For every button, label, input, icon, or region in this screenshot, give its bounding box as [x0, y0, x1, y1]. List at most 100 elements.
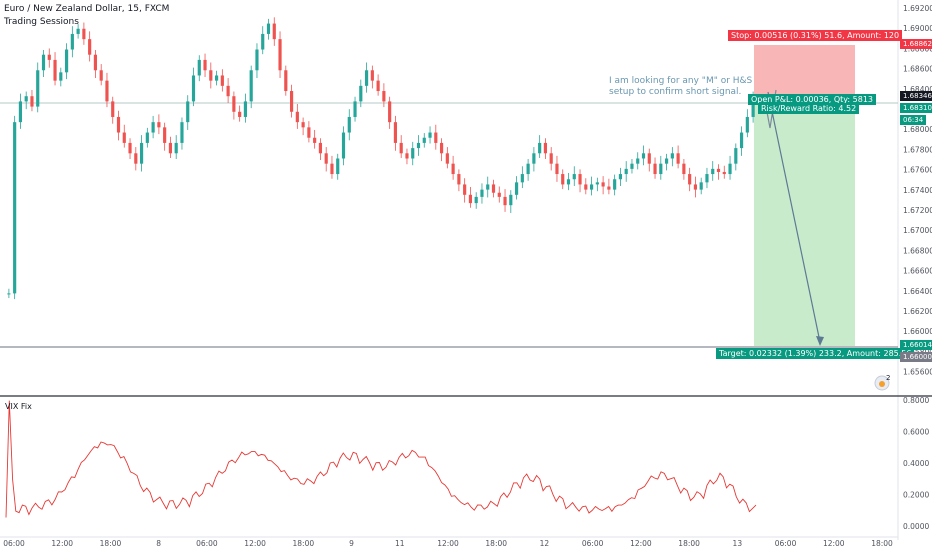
candle-body — [520, 174, 524, 183]
alert-badge-count: 2 — [886, 374, 890, 382]
candle-body — [578, 174, 582, 185]
candle-body — [566, 179, 571, 185]
pnl-label[interactable]: Open P&L: 0.00036, Qty: 5813 — [748, 94, 877, 105]
candles-group — [7, 17, 755, 300]
candle-body — [457, 174, 461, 185]
candle-body — [503, 196, 507, 206]
candle-body — [186, 101, 190, 123]
indicator-name[interactable]: Trading Sessions — [4, 17, 79, 27]
candle-body — [341, 132, 346, 159]
candle-body — [105, 80, 109, 102]
candle-body — [163, 127, 167, 143]
candle-body — [555, 163, 559, 175]
candle-body — [238, 111, 242, 117]
candle-body — [526, 163, 530, 175]
candle-body — [480, 189, 484, 197]
price-tick-label: 1.66000 — [903, 327, 932, 336]
time-tick-label: 18:00 — [871, 539, 893, 548]
candle-body — [641, 153, 646, 159]
projection-arrow-line[interactable] — [767, 91, 821, 343]
candle-body — [30, 96, 34, 107]
time-tick-label: 06:00 — [3, 539, 25, 548]
text-annotation[interactable]: I am looking for any "M" or H&S setup to… — [609, 76, 779, 98]
candle-body — [445, 153, 449, 164]
candle-body — [728, 163, 732, 175]
candle-body — [93, 54, 98, 71]
price-tick-label: 1.66400 — [903, 287, 932, 296]
candle-body — [549, 153, 553, 164]
vix-tick-label: 0.2000 — [903, 491, 929, 500]
countdown-tag: 06:34 — [900, 115, 927, 125]
target-price-tag: 1.66014 — [900, 340, 932, 350]
candle-body — [122, 132, 126, 143]
candle-body — [272, 23, 276, 40]
chart-symbol-title[interactable]: Euro / New Zealand Dollar, 15, FXCM — [4, 4, 170, 14]
candle-body — [751, 96, 755, 117]
time-tick-label: 12:00 — [823, 539, 845, 548]
vix-tick-label: 0.8000 — [903, 396, 929, 405]
price-tick-label: 1.67800 — [903, 145, 932, 154]
candle-body — [584, 184, 588, 190]
candle-body — [174, 142, 178, 154]
candle-body — [745, 116, 749, 133]
risk-reward-label[interactable]: Risk/Reward Ratio: 4.52 — [758, 103, 860, 114]
target-label[interactable]: Target: 0.02332 (1.39%) 233.2, Amount: 2… — [716, 348, 915, 359]
candle-body — [613, 179, 617, 190]
time-tick-label: 13 — [733, 539, 743, 548]
price-tick-label: 1.67000 — [903, 226, 932, 235]
candle-body — [370, 70, 374, 81]
candle-body — [589, 184, 594, 190]
candle-body — [99, 70, 103, 81]
price-tick-label: 1.68400 — [903, 85, 932, 94]
candle-body — [630, 163, 634, 169]
candle-body — [595, 182, 599, 185]
candle-body — [682, 163, 686, 175]
vix-tick-label: 0.6000 — [903, 428, 929, 437]
target-zone[interactable] — [754, 97, 855, 346]
time-tick-label: 11 — [395, 539, 405, 548]
vix-tick-label: 0.0000 — [903, 522, 929, 531]
time-tick-label: 12:00 — [630, 539, 652, 548]
note-line-2: setup to confirm short signal. — [609, 87, 742, 97]
candle-body — [232, 96, 236, 112]
candle-body — [532, 153, 536, 164]
candle-body — [157, 122, 161, 128]
time-tick-label: 18:00 — [293, 539, 315, 548]
candle-body — [255, 49, 259, 71]
candle-body — [411, 148, 415, 159]
candle-body — [624, 168, 628, 175]
candle-body — [468, 194, 473, 204]
candle-body — [318, 142, 323, 154]
candle-body — [266, 23, 271, 34]
candle-body — [18, 101, 23, 123]
stop-label[interactable]: Stop: 0.00516 (0.31%) 51.6, Amount: 120 — [728, 30, 903, 41]
candle-body — [376, 80, 380, 92]
stop-zone[interactable] — [754, 45, 855, 97]
current-price-tag: 1.68346 — [900, 91, 932, 101]
candle-body — [226, 85, 230, 97]
time-tick-label: 06:00 — [196, 539, 218, 548]
candle-body — [330, 163, 334, 175]
time-tick-label: 18:00 — [100, 539, 122, 548]
vix-fix-label[interactable]: VIX Fix — [5, 402, 32, 411]
candle-body — [607, 186, 611, 190]
alert-badge-dot — [879, 381, 885, 387]
candle-body — [284, 70, 288, 92]
candle-body — [509, 194, 513, 206]
price-tick-label: 1.68000 — [903, 125, 932, 134]
candle-body — [538, 142, 542, 154]
candle-body — [463, 184, 467, 195]
candle-body — [382, 91, 386, 102]
candle-body — [249, 70, 253, 102]
candle-body — [399, 142, 403, 154]
candle-body — [111, 101, 115, 117]
candle-body — [151, 122, 155, 133]
candle-body — [722, 171, 726, 175]
candle-body — [647, 153, 651, 164]
candle-body — [53, 59, 57, 81]
price-tick-label: 1.65600 — [903, 368, 932, 377]
candle-body — [13, 122, 17, 294]
candle-body — [711, 168, 715, 175]
time-tick-label: 18:00 — [678, 539, 700, 548]
